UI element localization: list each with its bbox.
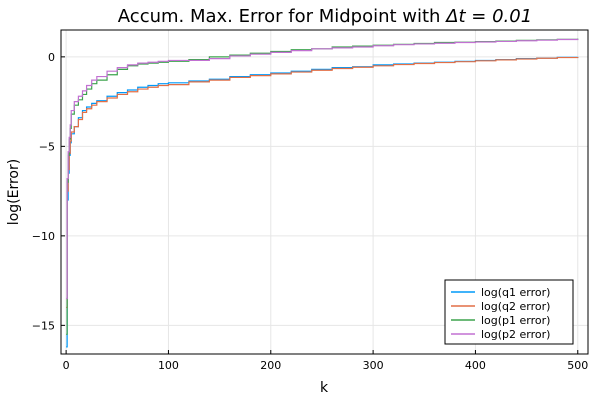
- x-tick-label: 500: [567, 359, 588, 372]
- x-tick-label: 200: [260, 359, 281, 372]
- x-tick-label: 0: [63, 359, 70, 372]
- y-tick-label: −10: [32, 230, 55, 243]
- series-line-2: [66, 56, 579, 309]
- y-tick-label: 0: [48, 51, 55, 64]
- legend-label: log(p2 error): [481, 328, 550, 341]
- legend: log(q1 error)log(q2 error)log(p1 error)l…: [444, 279, 574, 345]
- legend-label: log(q2 error): [481, 300, 550, 313]
- x-tick-label: 300: [363, 359, 384, 372]
- y-tick-label: −5: [39, 140, 55, 153]
- x-tick-label: 100: [158, 359, 179, 372]
- y-axis-label: log(Error): [6, 159, 22, 225]
- x-tick-label: 400: [465, 359, 486, 372]
- legend-label: log(p1 error): [481, 314, 550, 327]
- x-axis-label: k: [320, 380, 329, 396]
- series-line-4: [66, 38, 579, 300]
- plot-frame: [60, 29, 589, 355]
- chart-title-math: Δt = 0.01: [444, 6, 532, 27]
- legend-label: log(q1 error): [481, 286, 550, 299]
- chart-title: Accum. Max. Error for Midpoint with Δt =…: [118, 6, 532, 27]
- chart-title-text: Accum. Max. Error for Midpoint with: [118, 6, 446, 27]
- ticks: 0 100 200 300 400 500 0 −5 −10 −15: [32, 51, 588, 372]
- y-tick-label: −15: [32, 319, 55, 332]
- series-group: [66, 38, 579, 348]
